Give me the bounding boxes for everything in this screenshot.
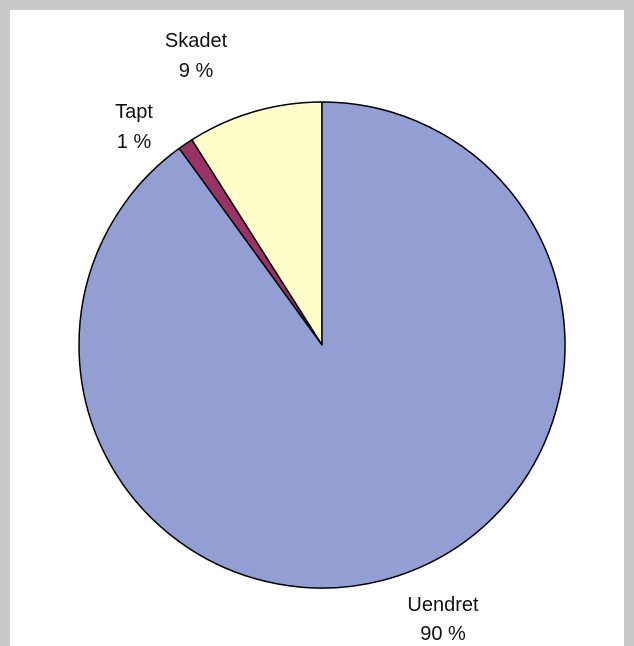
label-tapt-name: Tapt [115, 101, 153, 123]
label-skadet-value: 9 % [179, 60, 214, 82]
pie-slice-skadet [191, 101, 323, 346]
label-uendret-value: 90 % [420, 623, 466, 645]
label-uendret-name: Uendret [407, 594, 479, 616]
slice-labels: Skadet 9 % Tapt 1 % Uendret 90 % [115, 30, 479, 645]
pie-slices [78, 101, 566, 589]
label-skadet-name: Skadet [165, 30, 228, 52]
label-tapt-value: 1 % [117, 131, 152, 153]
pie-slice-uendret [78, 101, 566, 589]
